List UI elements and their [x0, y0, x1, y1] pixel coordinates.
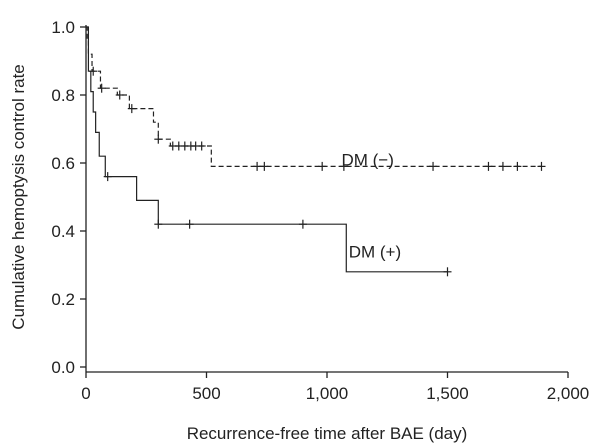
x-axis-title: Recurrence-free time after BAE (day) [187, 424, 468, 443]
x-ticks: 0 500 1,000 1,500 2,000 [81, 372, 589, 403]
y-axis-title: Cumulative hemoptysis control rate [9, 64, 28, 330]
series-line-dm-positive [86, 26, 448, 273]
y-tick-label: 0.6 [51, 154, 75, 173]
x-tick-label: 0 [81, 384, 90, 403]
series-labels: DM (−) DM (+) [341, 151, 401, 262]
series-label-dm-negative: DM (−) [341, 151, 393, 170]
plot-area [86, 26, 546, 277]
series-line-dm-negative [86, 26, 542, 167]
y-tick-label: 0.0 [51, 358, 75, 377]
x-tick-label: 500 [192, 384, 220, 403]
y-tick-label: 0.4 [51, 222, 75, 241]
x-tick-label: 1,500 [426, 384, 469, 403]
axes: 0 500 1,000 1,500 2,000 0.0 0.2 0.4 0.6 0.8 1.0 [51, 18, 589, 403]
y-tick-label: 1.0 [51, 18, 75, 37]
y-ticks: 0.0 0.2 0.4 0.6 0.8 1.0 [51, 18, 86, 377]
x-tick-label: 1,000 [306, 384, 349, 403]
x-tick-label: 2,000 [547, 384, 590, 403]
series-label-dm-positive: DM (+) [349, 242, 401, 261]
y-tick-label: 0.2 [51, 290, 75, 309]
y-tick-label: 0.8 [51, 86, 75, 105]
